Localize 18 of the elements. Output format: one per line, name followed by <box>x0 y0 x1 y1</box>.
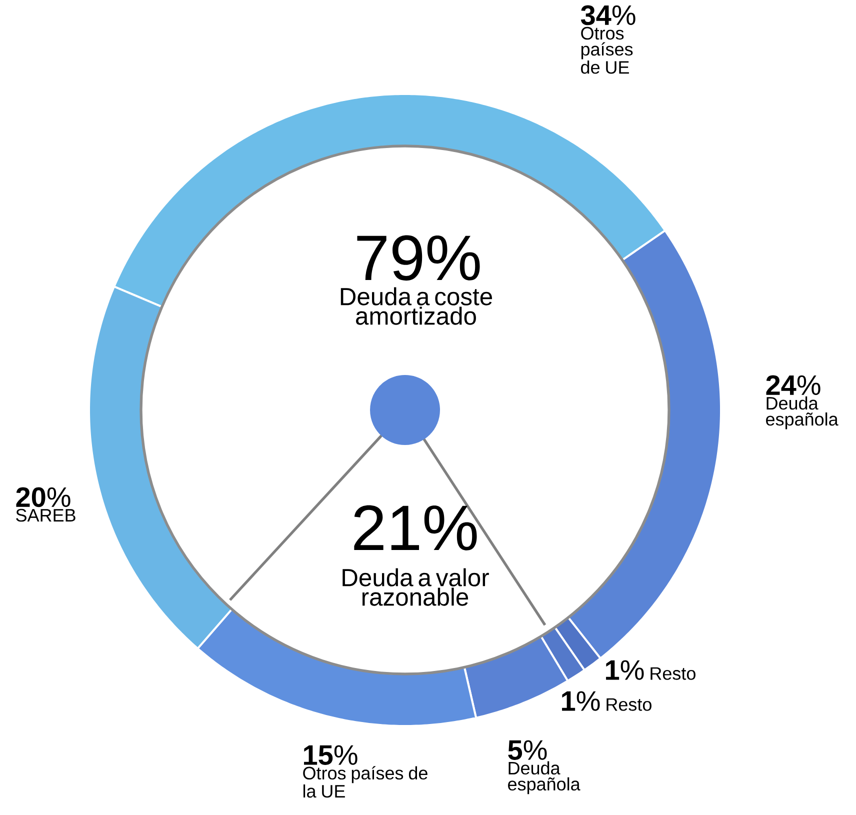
data-label: 1% <box>562 691 600 711</box>
text: 79% <box>357 235 480 281</box>
slice-label: SAREB <box>16 508 76 522</box>
slice-label: Deuda española <box>508 761 580 794</box>
text: Deuda a coste amortizado <box>340 287 492 325</box>
slice-label: Resto <box>606 698 652 711</box>
slice-label: Otros países de UE <box>581 26 633 74</box>
data-label: 15% <box>304 745 358 765</box>
data-label: 5% <box>508 740 547 760</box>
data-label: 24% <box>766 375 820 395</box>
slice-label: Resto <box>650 667 696 680</box>
data-label: 20% <box>16 487 70 508</box>
slice-label: Otros países de la UE <box>303 766 428 798</box>
text: 21% <box>354 505 477 550</box>
text: Deuda a valor razonable <box>342 568 489 606</box>
data-label: 34% <box>580 5 636 26</box>
data-label: 1% <box>606 660 644 680</box>
slice-label: Deuda española <box>766 396 838 430</box>
